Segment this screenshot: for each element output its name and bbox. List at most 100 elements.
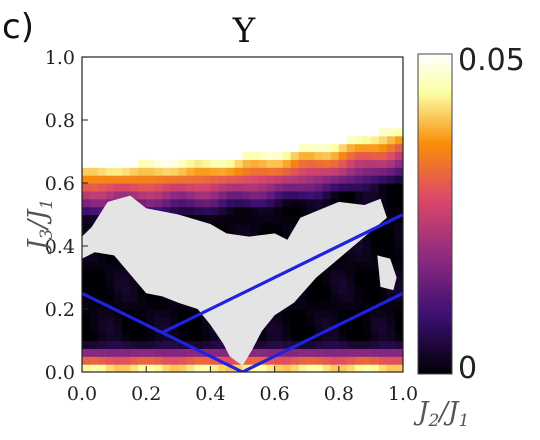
heatmap-cell xyxy=(346,190,356,200)
heatmap-cell xyxy=(218,64,228,74)
heatmap-cell xyxy=(90,183,99,192)
heatmap-cell xyxy=(394,348,403,357)
heatmap-cell xyxy=(298,112,308,121)
heatmap-cell xyxy=(130,64,139,74)
heatmap-cell xyxy=(338,340,348,349)
heatmap-cell xyxy=(298,127,308,137)
heatmap-cell xyxy=(194,198,203,208)
heatmap-cell xyxy=(266,190,276,200)
heatmap-cell xyxy=(370,72,380,82)
heatmap-cell xyxy=(226,88,236,97)
heatmap-cell xyxy=(346,316,356,326)
heatmap-cell xyxy=(386,340,396,349)
heatmap-cell xyxy=(202,206,212,216)
heatmap-cell xyxy=(282,143,292,153)
heatmap-cell xyxy=(362,316,372,326)
heatmap-cell xyxy=(274,309,284,318)
heatmap-cell xyxy=(106,190,115,200)
heatmap-cell xyxy=(138,356,147,365)
heatmap-cell xyxy=(290,57,300,66)
heatmap-cell xyxy=(90,72,99,82)
heatmap-cell xyxy=(218,183,228,192)
heatmap-cell xyxy=(178,198,187,208)
heatmap-cell xyxy=(122,332,131,342)
heatmap-cell xyxy=(314,135,324,145)
heatmap-cell xyxy=(194,364,203,372)
heatmap-cell xyxy=(330,112,340,121)
heatmap-cell xyxy=(82,364,91,372)
heatmap-cell xyxy=(82,253,91,263)
heatmap-cell xyxy=(114,143,123,153)
heatmap-cell xyxy=(146,356,155,365)
heatmap-cell xyxy=(354,167,364,176)
heatmap-cell xyxy=(346,104,356,113)
heatmap-cell xyxy=(258,120,268,129)
heatmap-cell xyxy=(354,253,364,263)
heatmap-cell xyxy=(322,80,332,90)
heatmap-cell xyxy=(106,143,115,153)
heatmap-cell xyxy=(106,88,115,97)
heatmap-cell xyxy=(82,167,91,176)
heatmap-cell xyxy=(354,135,364,145)
heatmap-cell xyxy=(218,80,228,90)
heatmap-cell xyxy=(146,183,155,192)
heatmap-cell xyxy=(378,246,388,255)
heatmap-cell xyxy=(386,364,396,372)
heatmap-cell xyxy=(338,80,348,90)
heatmap-cell xyxy=(354,127,364,137)
heatmap-cell xyxy=(314,190,324,200)
heatmap-cell xyxy=(370,246,380,255)
heatmap-cell xyxy=(346,261,356,271)
heatmap-cell xyxy=(258,364,268,372)
heatmap-cell xyxy=(290,159,300,168)
heatmap-cell xyxy=(290,309,300,318)
heatmap-cell xyxy=(370,356,380,365)
heatmap-cell xyxy=(346,246,356,255)
heatmap-cell xyxy=(362,96,372,105)
heatmap-cell xyxy=(162,183,171,192)
heatmap-cell xyxy=(346,285,356,294)
heatmap-cell xyxy=(106,72,115,82)
heatmap-cell xyxy=(194,80,203,90)
heatmap-cell xyxy=(98,112,107,121)
heatmap-cell xyxy=(138,80,147,90)
heatmap-cell xyxy=(338,57,348,66)
heatmap-cell xyxy=(242,175,252,184)
heatmap-cell xyxy=(370,261,380,271)
heatmap-cell xyxy=(186,348,195,357)
heatmap-cell xyxy=(330,332,340,342)
heatmap-cell xyxy=(322,316,332,326)
heatmap-cell xyxy=(106,316,115,326)
heatmap-cell xyxy=(106,64,115,74)
heatmap-cell xyxy=(346,198,356,208)
heatmap-cell xyxy=(274,127,284,137)
heatmap-cell xyxy=(218,198,228,208)
heatmap-cell xyxy=(186,167,195,176)
heatmap-cell xyxy=(210,143,220,153)
heatmap-cell xyxy=(202,348,212,357)
heatmap-cell xyxy=(146,175,155,184)
heatmap-cell xyxy=(322,135,332,145)
heatmap-cell xyxy=(266,348,276,357)
heatmap-cell xyxy=(202,135,212,145)
heatmap-cell xyxy=(218,340,228,349)
heatmap-cell xyxy=(322,120,332,129)
heatmap-cell xyxy=(98,364,107,372)
heatmap-cell xyxy=(330,159,340,168)
heatmap-cell xyxy=(218,159,228,168)
heatmap-cell xyxy=(218,96,228,105)
heatmap-cell xyxy=(394,96,403,105)
heatmap-cell xyxy=(202,364,212,372)
heatmap-cell xyxy=(330,175,340,184)
heatmap-cell xyxy=(338,135,348,145)
y-axis-ticks: 0.0 0.2 0.4 0.6 0.8 1.0 xyxy=(45,47,88,384)
heatmap-cell xyxy=(98,96,107,105)
heatmap-cell xyxy=(186,198,195,208)
heatmap-cell xyxy=(362,104,372,113)
heatmap-cell xyxy=(106,253,115,263)
heatmap-cell xyxy=(162,206,171,216)
heatmap-cell xyxy=(90,151,99,160)
heatmap-cell xyxy=(386,230,396,239)
heatmap-cell xyxy=(218,348,228,357)
heatmap-cell xyxy=(330,309,340,318)
